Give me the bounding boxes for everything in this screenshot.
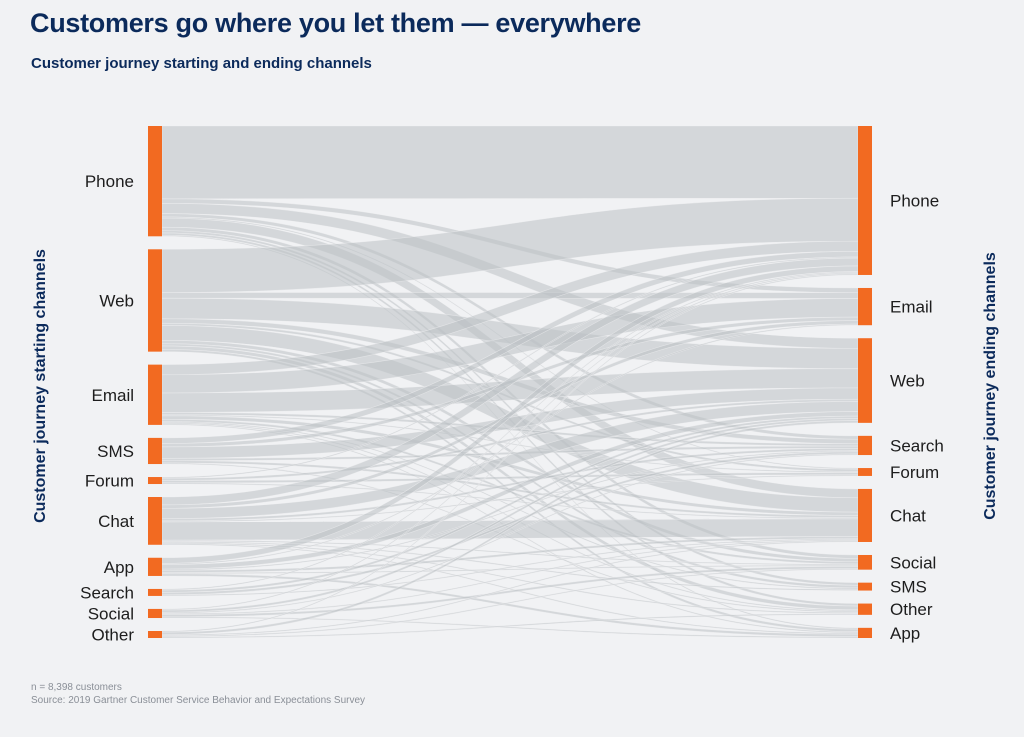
flow-phone-to-phone <box>161 125 859 200</box>
end-node-label: Search <box>890 436 944 455</box>
page-title: Customers go where you let them — everyw… <box>30 8 641 38</box>
end-node-label: Phone <box>890 191 939 210</box>
left-axis-label: Customer journey starting channels <box>32 249 49 523</box>
right-axis-label: Customer journey ending channels <box>982 252 999 520</box>
start-node-label: Search <box>80 583 134 602</box>
end-node-label: Email <box>890 298 933 317</box>
start-node-label: Forum <box>85 472 134 491</box>
start-node-label: App <box>104 558 134 577</box>
start-node-search <box>148 588 162 596</box>
end-node-label: Social <box>890 553 936 572</box>
start-node-label: SMS <box>97 442 134 461</box>
start-node-phone <box>148 126 162 237</box>
start-node-label: Social <box>88 604 134 623</box>
start-node-label: Other <box>91 626 134 645</box>
end-node-search <box>858 435 872 456</box>
start-node-email <box>148 364 162 425</box>
end-node-label: App <box>890 624 920 643</box>
end-node-email <box>858 287 872 326</box>
end-node-label: Other <box>890 600 933 619</box>
end-node-forum <box>858 468 872 476</box>
end-node-label: Web <box>890 372 925 391</box>
flow-social-to-search <box>161 453 859 614</box>
start-node-forum <box>148 477 162 485</box>
end-node-chat <box>858 488 872 542</box>
flow-layer <box>161 125 859 639</box>
end-node-web <box>858 338 872 423</box>
end-node-label: Forum <box>890 463 939 482</box>
end-node-label: Chat <box>890 506 926 525</box>
start-node-web <box>148 249 162 352</box>
start-node-label: Chat <box>98 512 134 531</box>
start-node-label: Web <box>99 291 134 310</box>
start-node-chat <box>148 497 162 545</box>
node-layer <box>148 126 872 638</box>
start-node-sms <box>148 437 162 465</box>
label-layer: Phone Web Email SMS Forum Chat App Search Social… <box>80 172 944 644</box>
end-node-label: SMS <box>890 578 927 597</box>
end-node-sms <box>858 582 872 591</box>
start-node-label: Email <box>91 386 134 405</box>
start-node-other <box>148 631 162 638</box>
source-note: Source: 2019 Gartner Customer Service Be… <box>31 695 366 706</box>
end-node-social <box>858 554 872 570</box>
sample-size-note: n = 8,398 customers <box>31 682 122 693</box>
flow-web-to-email <box>161 292 859 299</box>
end-node-app <box>858 627 872 638</box>
flow-other-to-chat <box>161 540 859 636</box>
end-node-other <box>858 603 872 615</box>
flow-other-to-other <box>161 613 859 639</box>
page-subtitle: Customer journey starting and ending cha… <box>31 55 372 72</box>
start-node-social <box>148 608 162 619</box>
start-node-label: Phone <box>85 172 134 191</box>
start-node-app <box>148 557 162 576</box>
end-node-phone <box>858 126 872 275</box>
